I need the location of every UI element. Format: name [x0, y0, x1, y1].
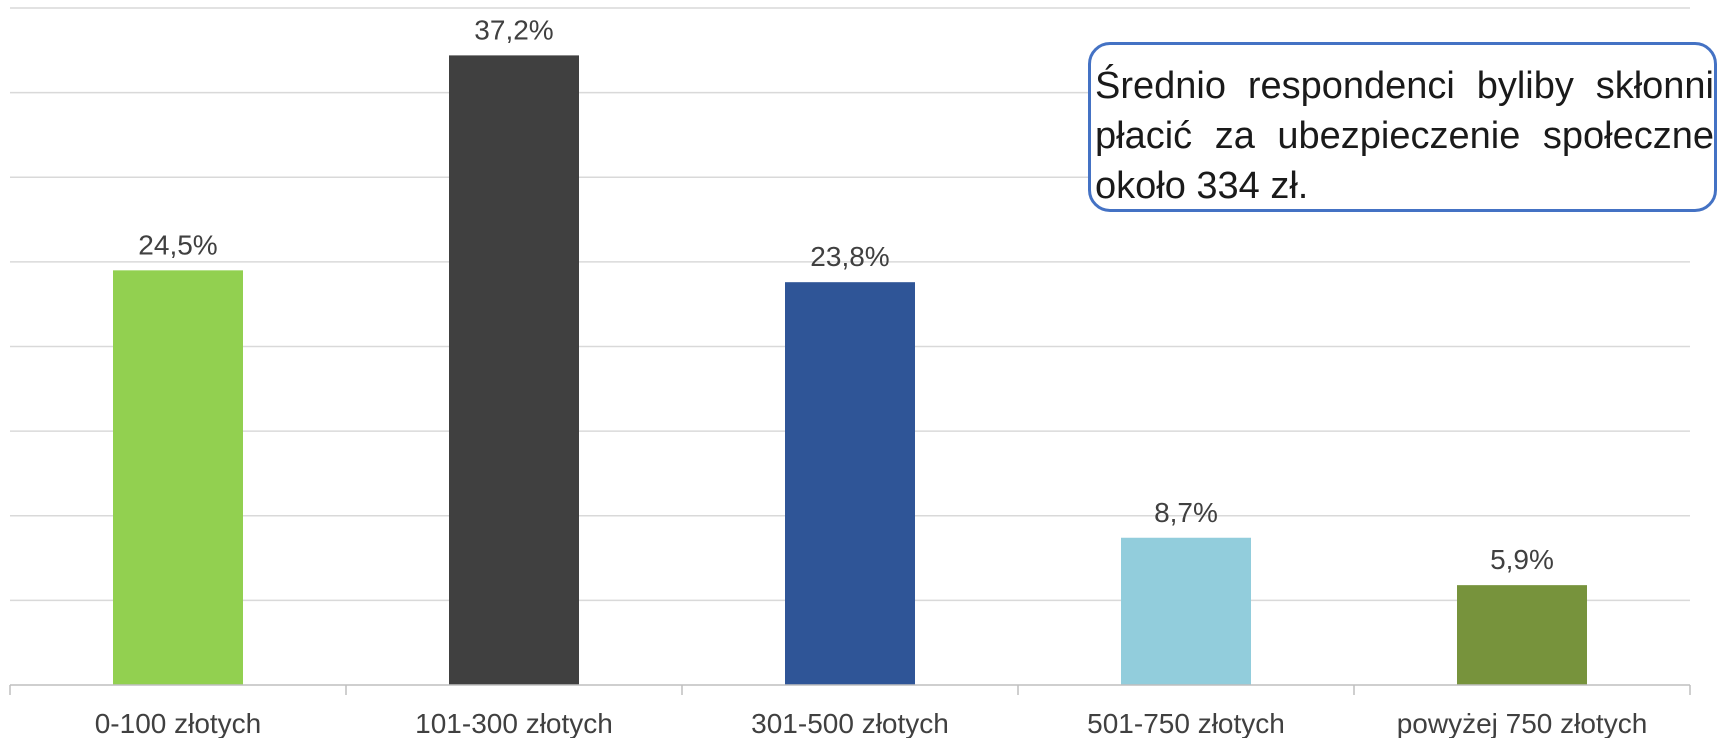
bar-value-label: 5,9% — [1490, 544, 1554, 575]
x-tick-label: 501-750 złotych — [1087, 708, 1285, 738]
bar-value-label: 37,2% — [474, 14, 553, 45]
x-tick-label: 101-300 złotych — [415, 708, 613, 738]
bar-value-label: 24,5% — [138, 229, 217, 260]
value-labels: 24,5% 37,2% 23,8% 8,7% 5,9% — [138, 14, 1554, 575]
summary-callout: Średnio respondenci byliby skłonni płaci… — [1088, 42, 1717, 212]
x-tick-labels: 0-100 złotych 101-300 złotych 301-500 złot… — [95, 708, 1648, 738]
bar-value-label: 8,7% — [1154, 497, 1218, 528]
x-axis — [9, 684, 1691, 695]
bar — [1121, 537, 1251, 685]
bar-value-label: 23,8% — [810, 241, 889, 272]
bar — [785, 282, 915, 685]
summary-callout-text: Średnio respondenci byliby skłonni płaci… — [1095, 65, 1714, 207]
bar — [1457, 585, 1587, 685]
bar — [449, 55, 579, 685]
x-tick-label: 301-500 złotych — [751, 708, 949, 738]
x-tick-label: powyżej 750 złotych — [1397, 708, 1648, 738]
bars — [113, 55, 1587, 685]
bar — [113, 270, 243, 685]
x-tick-label: 0-100 złotych — [95, 708, 262, 738]
